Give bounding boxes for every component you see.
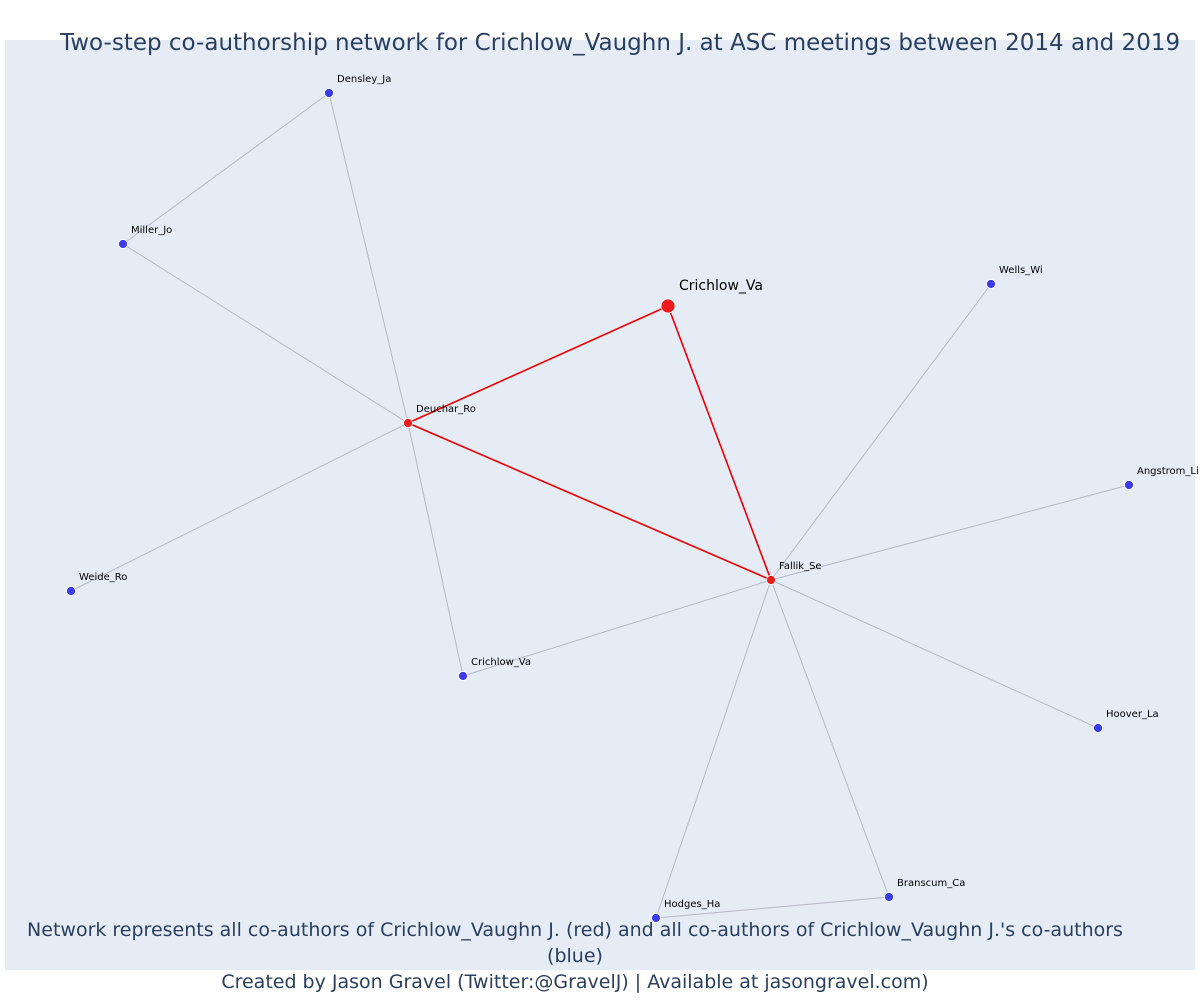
edge-deuchar-fallik: [407, 422, 772, 581]
edge-hodges-fallik: [655, 579, 772, 919]
edge-miller-deuchar: [122, 243, 409, 424]
node-branscum[interactable]: [884, 892, 894, 902]
node-label-crichlow_main: Crichlow_Va: [679, 278, 763, 294]
edge-wells-fallik: [770, 283, 992, 581]
edge-deuchar-crichlow2: [407, 422, 464, 677]
node-label-hoover: Hoover_La: [1106, 709, 1159, 720]
node-label-fallik: Fallik_Se: [779, 561, 822, 572]
node-hodges[interactable]: [651, 913, 661, 923]
node-label-branscum: Branscum_Ca: [897, 878, 965, 889]
labels-layer: Crichlow_Va Deuchar_Ro Fallik_Se Densley_Ja…: [79, 74, 1199, 910]
edge-densley-deuchar: [328, 92, 409, 424]
node-deuchar[interactable]: [403, 418, 413, 428]
node-hoover[interactable]: [1093, 723, 1103, 733]
node-label-miller: Miller_Jo: [131, 225, 172, 236]
edge-branscum-fallik: [770, 579, 890, 898]
footer-line-2: Created by Jason Gravel (Twitter:@Gravel…: [221, 971, 929, 993]
node-fallik[interactable]: [766, 575, 776, 585]
node-miller[interactable]: [118, 239, 128, 249]
node-densley[interactable]: [324, 88, 334, 98]
node-label-weide: Weide_Ro: [79, 572, 127, 583]
node-label-densley: Densley_Ja: [337, 74, 391, 85]
edge-crichlow_main-fallik: [667, 305, 772, 581]
node-label-hodges: Hodges_Ha: [664, 899, 720, 910]
node-angstrom[interactable]: [1124, 480, 1134, 490]
footer-caption: Network represents all co-authors of Cri…: [0, 917, 1150, 995]
node-label-wells: Wells_Wi: [999, 265, 1043, 276]
edge-crichlow2-fallik: [462, 579, 772, 677]
node-label-angstrom: Angstrom_Li: [1137, 466, 1199, 477]
node-label-crichlow2: Crichlow_Va: [471, 657, 531, 668]
edge-weide-deuchar: [70, 422, 409, 592]
plot-area: [5, 40, 1195, 970]
edge-hoover-fallik: [770, 579, 1099, 729]
edge-angstrom-fallik: [770, 484, 1130, 581]
node-label-deuchar: Deuchar_Ro: [416, 404, 476, 415]
node-crichlow2[interactable]: [458, 671, 468, 681]
edge-crichlow_main-deuchar: [407, 305, 669, 424]
edge-hodges-branscum: [655, 896, 890, 919]
node-weide[interactable]: [66, 586, 76, 596]
footer-line-1: Network represents all co-authors of Cri…: [27, 919, 1123, 967]
node-crichlow_main[interactable]: [660, 298, 676, 314]
edges-layer: [70, 92, 1130, 919]
node-wells[interactable]: [986, 279, 996, 289]
nodes-layer: [66, 88, 1134, 923]
chart-title: Two-step co-authorship network for Crich…: [60, 30, 1181, 56]
edge-densley-miller: [122, 92, 330, 245]
